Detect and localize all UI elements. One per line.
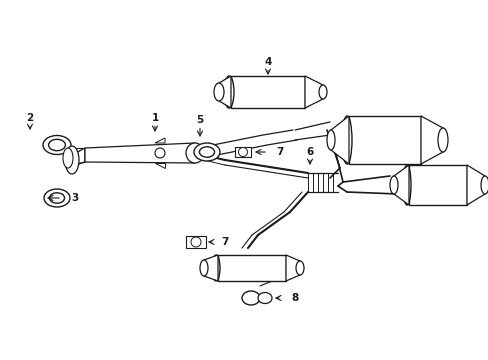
Polygon shape (219, 76, 230, 108)
Polygon shape (235, 147, 250, 157)
Polygon shape (203, 255, 218, 281)
Ellipse shape (295, 261, 304, 275)
Polygon shape (466, 165, 484, 205)
Polygon shape (420, 116, 442, 164)
Ellipse shape (341, 116, 351, 164)
Ellipse shape (402, 165, 410, 205)
Ellipse shape (191, 237, 201, 247)
Text: 8: 8 (291, 293, 298, 303)
Ellipse shape (258, 292, 271, 303)
Polygon shape (330, 116, 348, 164)
Ellipse shape (318, 85, 326, 99)
Text: 7: 7 (276, 147, 283, 157)
Polygon shape (85, 143, 195, 163)
Ellipse shape (65, 146, 79, 174)
Polygon shape (305, 76, 323, 108)
Text: 2: 2 (26, 113, 34, 129)
Ellipse shape (224, 76, 234, 108)
Ellipse shape (44, 189, 70, 207)
Ellipse shape (214, 83, 224, 101)
Ellipse shape (480, 176, 488, 194)
Ellipse shape (437, 128, 447, 152)
Polygon shape (155, 163, 164, 168)
Polygon shape (408, 165, 466, 205)
Ellipse shape (194, 143, 220, 161)
Text: 7: 7 (221, 237, 228, 247)
Polygon shape (393, 165, 408, 205)
Text: 5: 5 (196, 115, 203, 136)
Ellipse shape (326, 130, 334, 150)
Polygon shape (72, 148, 85, 165)
Polygon shape (155, 138, 164, 143)
Text: 4: 4 (264, 57, 271, 74)
Ellipse shape (155, 148, 164, 158)
Polygon shape (230, 76, 305, 108)
Polygon shape (285, 255, 299, 281)
Text: 1: 1 (151, 113, 158, 131)
Text: 6: 6 (306, 147, 313, 164)
Ellipse shape (43, 135, 71, 154)
Ellipse shape (200, 260, 207, 276)
Polygon shape (348, 116, 420, 164)
Polygon shape (185, 236, 205, 248)
Ellipse shape (185, 143, 203, 163)
Ellipse shape (63, 148, 73, 168)
Ellipse shape (212, 255, 220, 281)
Ellipse shape (389, 176, 397, 194)
Polygon shape (218, 255, 285, 281)
Ellipse shape (238, 148, 247, 157)
Text: 3: 3 (71, 193, 79, 203)
Ellipse shape (242, 291, 260, 305)
